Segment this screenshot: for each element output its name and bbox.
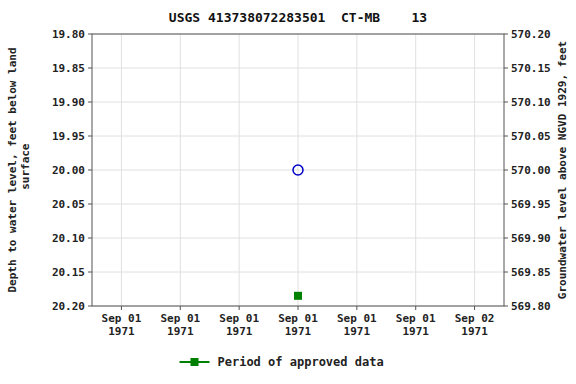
tick-label: Sep 011971: [278, 312, 318, 338]
tick-label-line: 1971: [285, 325, 312, 338]
tick-mark: [504, 204, 508, 205]
tick-mark: [474, 306, 475, 310]
grid-line: [474, 34, 475, 306]
point: [293, 165, 303, 175]
y2-axis-label-line: Groundwater level above NGVD 1929, feet: [556, 41, 569, 299]
tick-label: 569.80: [511, 300, 551, 313]
tick-label: Sep 011971: [337, 312, 377, 338]
grid-line: [180, 34, 181, 306]
page: {"chart_data": { "type": "scatter", "tit…: [0, 0, 576, 384]
tick-label-line: 1971: [226, 325, 253, 338]
tick-mark: [88, 204, 92, 205]
tick-label: 19.80: [52, 28, 85, 41]
tick-label: 19.85: [52, 62, 85, 75]
tick-label-line: 1971: [167, 325, 194, 338]
tick-mark: [504, 136, 508, 137]
tick-label: Sep 011971: [219, 312, 259, 338]
tick-mark: [504, 34, 508, 35]
tick-label-line: Sep 01: [278, 312, 318, 325]
tick-mark: [504, 68, 508, 69]
tick-mark: [504, 238, 508, 239]
grid-line: [356, 34, 357, 306]
tick-label-line: 1971: [108, 325, 135, 338]
legend: Period of approved data: [180, 355, 384, 369]
plot-area: [92, 34, 504, 306]
tick-label: 569.85: [511, 266, 551, 279]
tick-mark: [88, 68, 92, 69]
tick-label: 570.05: [511, 130, 551, 143]
legend-swatch-marker: [191, 358, 199, 366]
tick-label-line: 1971: [344, 325, 371, 338]
tick-label-line: 1971: [402, 325, 429, 338]
tick-label-line: Sep 01: [219, 312, 259, 325]
tick-mark: [504, 306, 508, 307]
tick-label: 20.15: [52, 266, 85, 279]
tick-label: 570.10: [511, 96, 551, 109]
tick-mark: [298, 306, 299, 310]
plot-frame: [92, 34, 504, 306]
point: [294, 292, 302, 300]
tick-label: 570.20: [511, 28, 551, 41]
tick-label: 20.00: [52, 164, 85, 177]
tick-label: 19.90: [52, 96, 85, 109]
tick-label-line: 1971: [461, 325, 488, 338]
y-axis-label: Depth to water level, feet below land su…: [6, 47, 32, 292]
y-axis: 19.80 19.85 19.90 19.95 20.00 20.05 20.10 20.15…: [52, 28, 92, 313]
tick-mark: [180, 306, 181, 310]
tick-mark: [504, 170, 508, 171]
tick-mark: [88, 170, 92, 171]
tick-mark: [356, 306, 357, 310]
grid-line: [298, 34, 299, 306]
tick-label: 19.95: [52, 130, 85, 143]
tick-label: 570.15: [511, 62, 551, 75]
tick-mark: [88, 306, 92, 307]
tick-mark: [415, 306, 416, 310]
tick-label: Sep 011971: [102, 312, 142, 338]
tick-label: 20.05: [52, 198, 85, 211]
x-axis: Sep 011971Sep 011971Sep 011971Sep 011971…: [102, 306, 495, 338]
grid-line: [239, 34, 240, 306]
tick-mark: [88, 136, 92, 137]
tick-mark: [88, 238, 92, 239]
tick-label: 20.10: [52, 232, 85, 245]
tick-label: 570.00: [511, 164, 551, 177]
tick-mark: [504, 272, 508, 273]
tick-label-line: Sep 02: [455, 312, 495, 325]
tick-label: Sep 011971: [396, 312, 436, 338]
tick-mark: [121, 306, 122, 310]
tick-mark: [239, 306, 240, 310]
grid-line: [415, 34, 416, 306]
tick-label-line: Sep 01: [396, 312, 436, 325]
y2-axis: 570.20 570.15 570.10 570.05 570.00 569.95 569.…: [504, 28, 551, 313]
tick-mark: [88, 34, 92, 35]
tick-label: 569.95: [511, 198, 551, 211]
y2-axis-label: Groundwater level above NGVD 1929, feet: [556, 41, 569, 299]
tick-mark: [88, 102, 92, 103]
tick-mark: [504, 102, 508, 103]
tick-label-line: Sep 01: [337, 312, 377, 325]
tick-label: Sep 021971: [455, 312, 495, 338]
title: USGS 413738072283501 CT-MB 13: [169, 10, 427, 25]
y-axis-label-line: surface: [19, 143, 32, 196]
tick-mark: [88, 272, 92, 273]
tick-label: 20.20: [52, 300, 85, 313]
tick-label-line: Sep 01: [102, 312, 142, 325]
tick-label-line: Sep 01: [160, 312, 200, 325]
grid-line: [121, 34, 122, 306]
tick-label: 569.90: [511, 232, 551, 245]
chart: 19.80 19.85 19.90 19.95 20.00 20.05 20.10 20.15…: [0, 0, 576, 384]
marks: [293, 165, 303, 300]
y-axis-label-line: Depth to water level, feet below land: [6, 47, 19, 292]
grid: [92, 34, 504, 306]
tick-label: Sep 011971: [160, 312, 200, 338]
legend-label: Period of approved data: [218, 355, 384, 369]
